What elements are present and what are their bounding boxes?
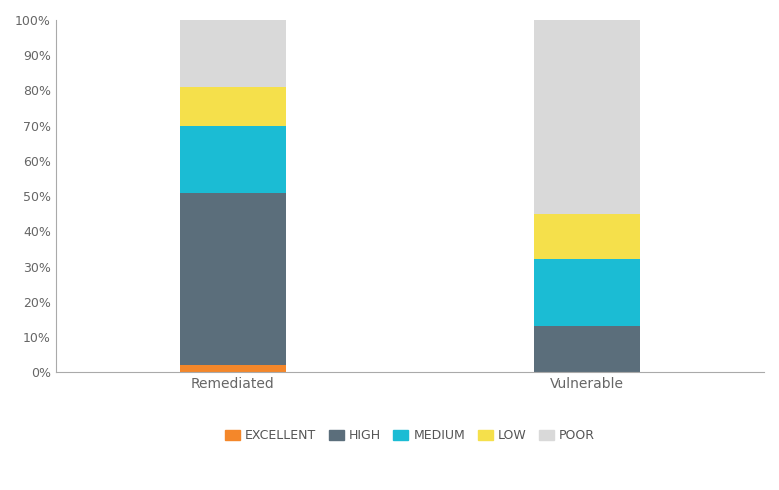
Bar xyxy=(180,20,286,87)
Legend: EXCELLENT, HIGH, MEDIUM, LOW, POOR: EXCELLENT, HIGH, MEDIUM, LOW, POOR xyxy=(220,424,600,447)
Bar xyxy=(180,365,286,372)
Bar xyxy=(180,125,286,193)
Bar xyxy=(534,260,640,326)
Bar xyxy=(180,87,286,125)
Bar xyxy=(534,214,640,260)
Bar xyxy=(534,20,640,214)
Bar xyxy=(180,193,286,365)
Bar xyxy=(534,326,640,372)
